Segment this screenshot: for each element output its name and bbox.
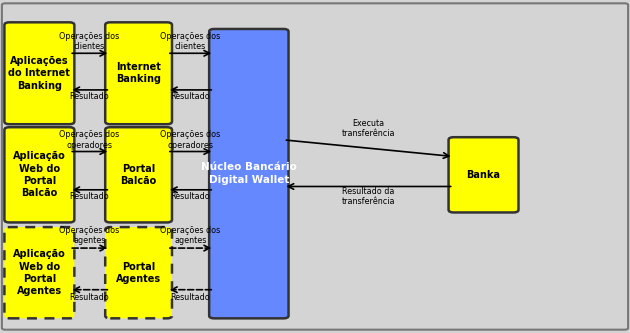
Text: Operações dos
clientes: Operações dos clientes [59, 32, 120, 51]
Text: Resultado da
transferência: Resultado da transferência [342, 187, 395, 206]
Text: Resultado: Resultado [69, 292, 110, 302]
FancyBboxPatch shape [449, 137, 518, 212]
Text: Operações dos
clientes: Operações dos clientes [160, 32, 220, 51]
Text: Operações dos
agentes: Operações dos agentes [59, 226, 120, 245]
Text: Núcleo Bancário
Digital Wallet: Núcleo Bancário Digital Wallet [201, 163, 297, 185]
Text: Aplicação
Web do
Portal
Agentes: Aplicação Web do Portal Agentes [13, 249, 66, 296]
Text: Resultado: Resultado [69, 92, 110, 101]
FancyBboxPatch shape [105, 22, 172, 124]
Text: Operações dos
operadores: Operações dos operadores [160, 130, 220, 150]
Text: Banka: Banka [467, 170, 500, 180]
FancyBboxPatch shape [4, 22, 74, 124]
Text: Operações dos
operadores: Operações dos operadores [59, 130, 120, 150]
Text: Portal
Agentes: Portal Agentes [116, 261, 161, 284]
FancyBboxPatch shape [105, 227, 172, 318]
FancyBboxPatch shape [209, 29, 289, 318]
Text: Resultado: Resultado [170, 192, 210, 201]
FancyBboxPatch shape [4, 227, 74, 318]
Text: Portal
Balcão: Portal Balcão [120, 164, 157, 186]
Text: Aplicação
Web do
Portal
Balcão: Aplicação Web do Portal Balcão [13, 151, 66, 198]
Text: Resultado: Resultado [69, 192, 110, 201]
Text: Internet
Banking: Internet Banking [116, 62, 161, 85]
FancyBboxPatch shape [105, 127, 172, 222]
Text: Operações dos
agentes: Operações dos agentes [160, 226, 220, 245]
FancyBboxPatch shape [4, 127, 74, 222]
Text: Resultado: Resultado [170, 292, 210, 302]
Text: Aplicações
do Internet
Banking: Aplicações do Internet Banking [8, 56, 71, 91]
Text: Resultado: Resultado [170, 92, 210, 101]
Text: Executa
transferência: Executa transferência [342, 119, 395, 138]
